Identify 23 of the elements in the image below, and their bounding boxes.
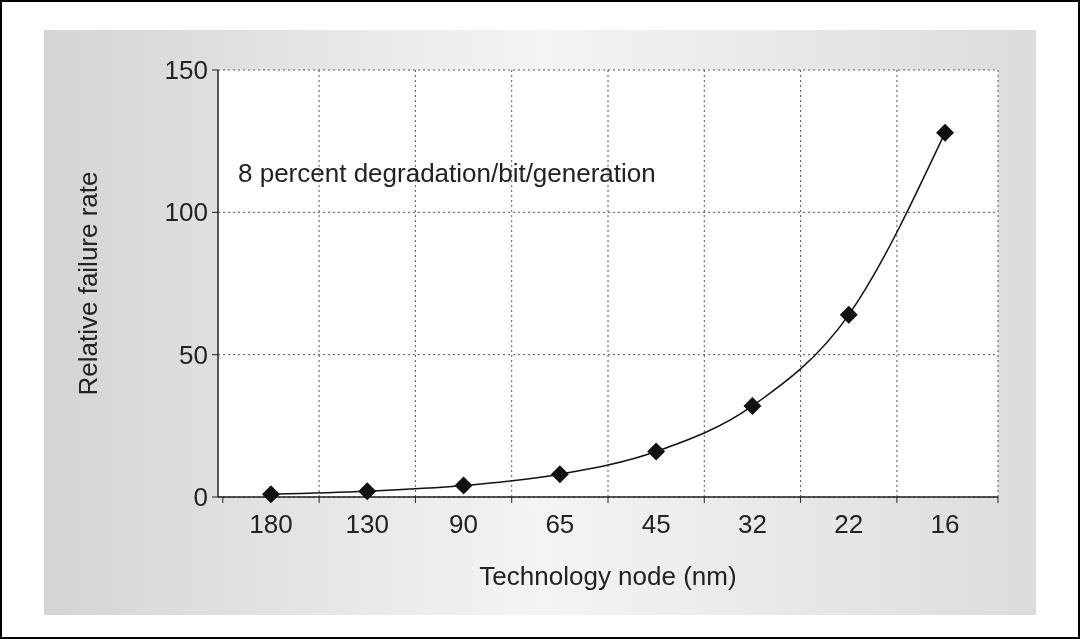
y-tick-label: 150 <box>164 55 208 86</box>
x-tick-label: 22 <box>834 509 864 539</box>
x-axis-title: Technology node (nm) <box>479 561 737 591</box>
point <box>647 442 666 461</box>
x-tick-label: 32 <box>737 509 767 539</box>
y-tick-label: 100 <box>164 197 208 228</box>
point <box>839 305 858 324</box>
x-tick-label: 16 <box>930 509 960 539</box>
x-tick-label: 130 <box>345 509 389 539</box>
x-tick-label: 180 <box>249 509 293 539</box>
y-tick-label: 0 <box>193 482 208 513</box>
point <box>550 465 569 484</box>
x-tick-label: 45 <box>641 509 671 539</box>
point <box>454 476 473 495</box>
y-tick-label: 50 <box>179 339 208 370</box>
x-tick-label: 90 <box>449 509 479 539</box>
point <box>936 123 955 142</box>
point <box>358 482 377 501</box>
x-tick-label: 65 <box>545 509 575 539</box>
point <box>743 396 762 415</box>
annotation: 8 percent degradation/bit/generation <box>238 158 656 188</box>
y-axis-title: Relative failure rate <box>73 171 103 396</box>
point <box>261 485 280 504</box>
